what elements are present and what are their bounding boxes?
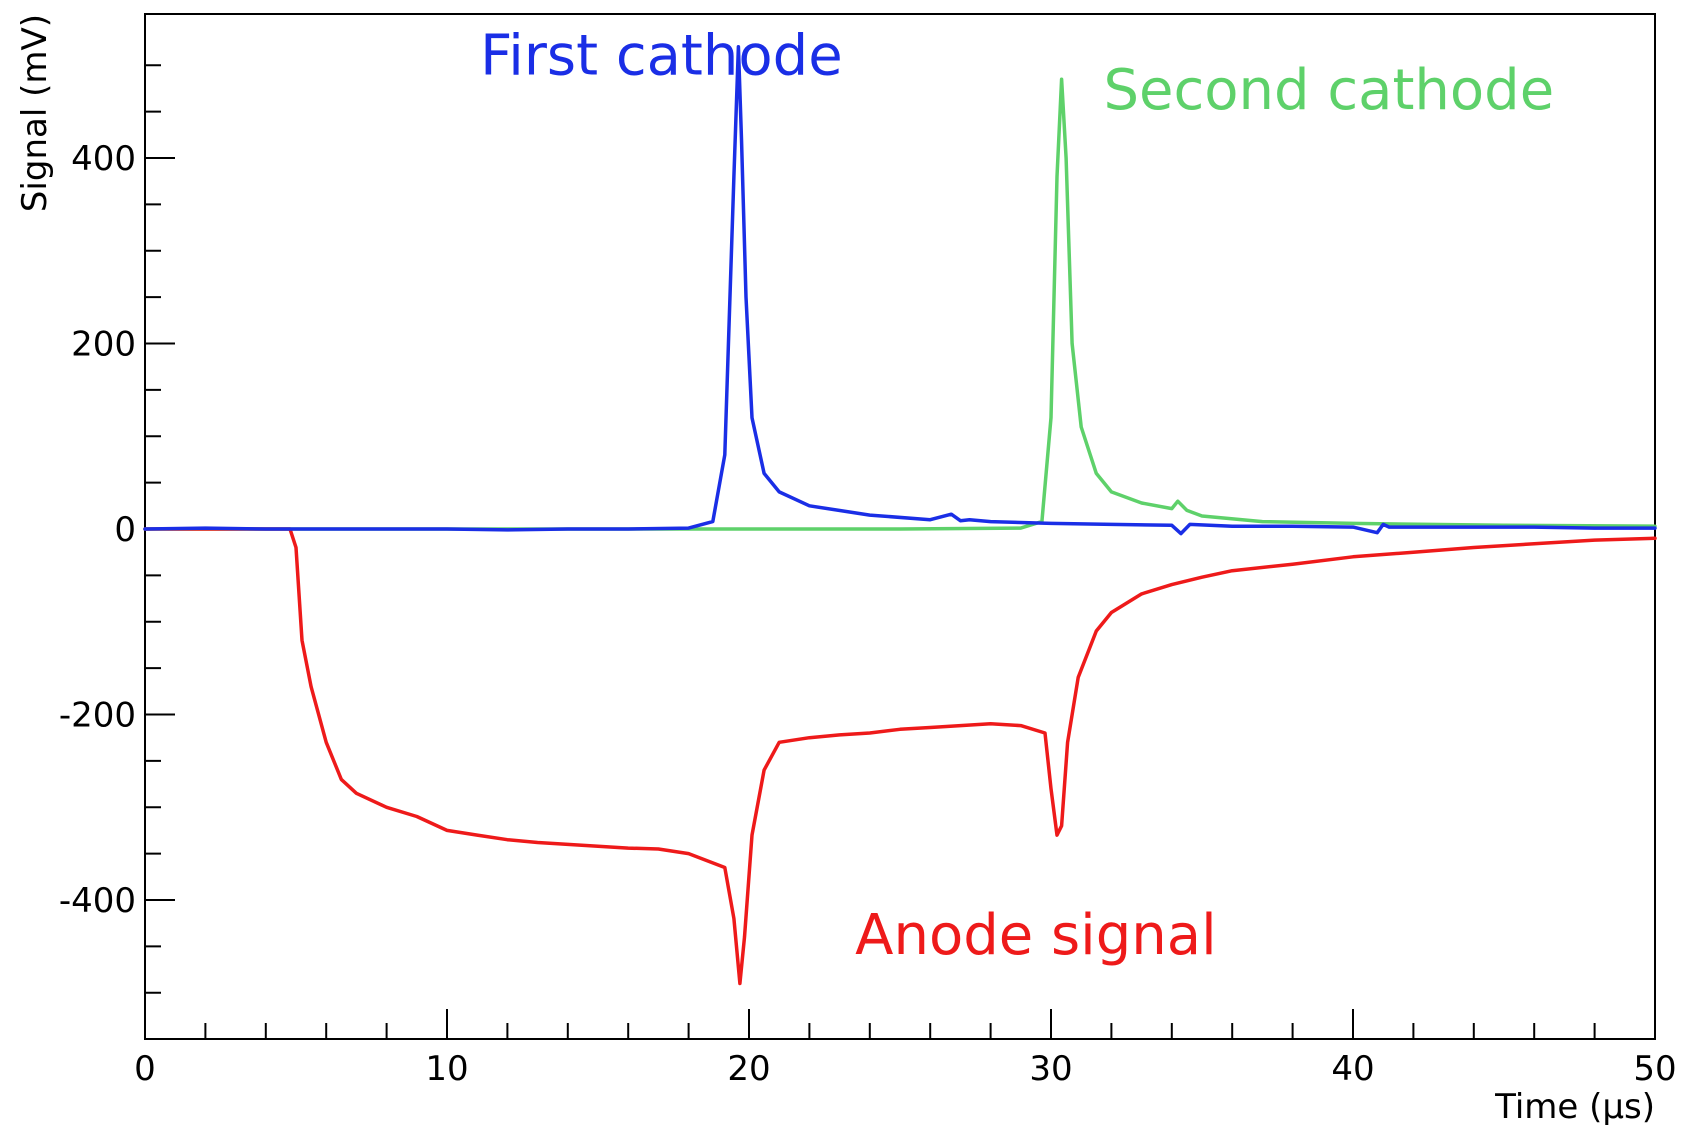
y-axis-tick-labels: -400 -200 0 200 400 [59,139,136,921]
series-line-second-cathode [143,77,1657,531]
x-tick-label: 30 [1029,1049,1072,1089]
x-axis-tick-labels: 0 10 20 30 40 50 [134,1049,1676,1089]
x-tick-label: 0 [134,1049,156,1089]
annotation-first-cathode: First cathode [480,24,842,89]
y-tick-label: -400 [59,881,136,921]
x-tick-label: 40 [1331,1049,1374,1089]
y-axis-label: Signal (mV) [15,14,55,212]
y-tick-label: -200 [59,696,136,736]
y-tick-label: 400 [71,139,136,179]
y-tick-label: 200 [71,325,136,365]
x-tick-label: 50 [1633,1049,1676,1089]
x-tick-label: 10 [425,1049,468,1089]
x-tick-label: 20 [727,1049,770,1089]
y-tick-label: 0 [114,510,136,550]
series-line-anode-signal [143,527,1657,986]
x-axis-label: Time (µs) [1494,1087,1655,1127]
annotation-anode-signal: Anode signal [855,903,1217,968]
series-annotations: First cathode Second cathode Anode signal [480,24,1554,968]
annotation-second-cathode: Second cathode [1103,58,1554,123]
series-lines [143,44,1657,986]
x-axis-ticks [144,1009,1656,1039]
series-line-first-cathode [143,44,1657,536]
